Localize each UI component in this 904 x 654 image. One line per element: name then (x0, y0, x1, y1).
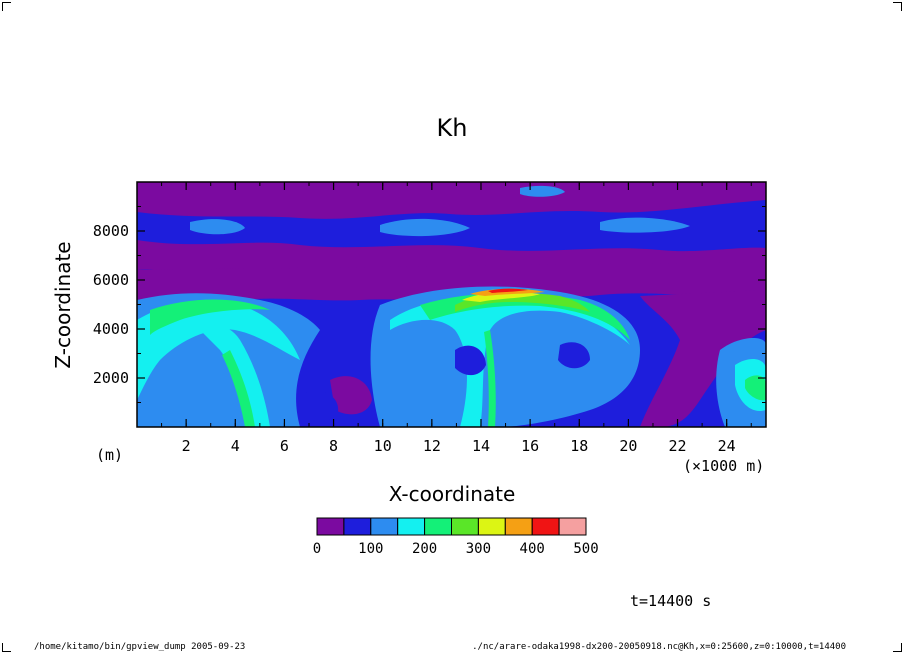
crop-mark-bottom-right (893, 643, 902, 652)
x-tick-label: 10 (374, 437, 392, 455)
y-tick-label: 2000 (93, 369, 129, 387)
footer-left: /home/kitamo/bin/gpview_dump 2005-09-23 (34, 642, 246, 652)
y-tick-label: 6000 (93, 271, 129, 289)
x-tick-label: 4 (231, 437, 240, 455)
colorbar-swatch (451, 517, 479, 536)
colorbar-swatch (504, 517, 533, 536)
colorbar-swatch (424, 517, 453, 536)
x-tick-label: 20 (619, 437, 637, 455)
colorbar-label: 300 (466, 541, 491, 557)
colorbar-swatch (397, 517, 426, 536)
colorbar-swatch (531, 517, 560, 536)
heatmap-field (137, 182, 766, 427)
x-unit-label: (×1000 m) (683, 457, 765, 475)
x-tick-label: 12 (423, 437, 441, 455)
x-tick-label: 22 (669, 437, 687, 455)
colorbar-label: 100 (358, 541, 383, 557)
colorbar-label: 500 (573, 541, 598, 557)
x-tick-label: 14 (472, 437, 490, 455)
colorbar-label: 400 (520, 541, 545, 557)
chart-title: Kh (436, 114, 468, 142)
colorbar-swatch (316, 517, 345, 536)
y-tick-label: 4000 (93, 320, 129, 338)
y-axis: 2000 4000 6000 8000 (93, 206, 766, 403)
crop-mark-bottom-left (2, 643, 11, 652)
colorbar-swatch (477, 517, 506, 536)
x-tick-label: 6 (280, 437, 289, 455)
time-annotation: t=14400 s (630, 592, 712, 610)
colorbar-swatch (558, 517, 587, 536)
footer-right: ./nc/arare-odaka1998-dx200-20050918.nc@K… (472, 642, 846, 652)
crop-mark-top-left (2, 2, 11, 11)
colorbar: 0 100 200 300 400 500 (313, 517, 599, 557)
crop-mark-top-right (893, 2, 902, 11)
x-tick-label: 24 (718, 437, 736, 455)
colorbar-label: 0 (313, 541, 321, 557)
x-axis: 2 4 6 8 10 12 14 16 18 20 22 24 (161, 182, 752, 455)
y-axis-label: Z-coordinate (51, 241, 75, 368)
x-tick-label: 18 (570, 437, 588, 455)
x-tick-label: 16 (521, 437, 539, 455)
y-unit-label: (m) (96, 446, 124, 464)
y-tick-label: 8000 (93, 222, 129, 240)
colorbar-swatch (370, 517, 399, 536)
colorbar-label: 200 (412, 541, 437, 557)
colorbar-swatch (343, 517, 372, 536)
x-tick-label: 8 (329, 437, 338, 455)
x-axis-label: X-coordinate (388, 482, 516, 506)
x-tick-label: 2 (182, 437, 191, 455)
